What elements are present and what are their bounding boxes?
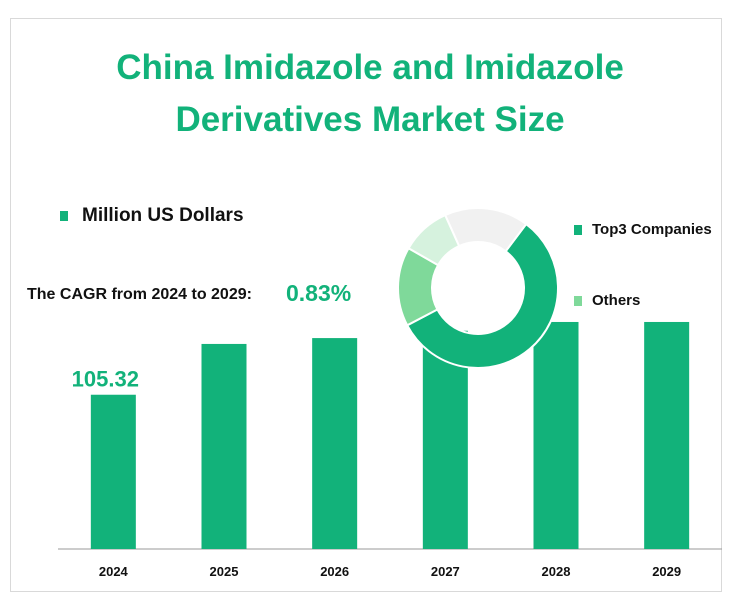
- title-line-2: Derivatives Market Size: [175, 100, 565, 139]
- donut-legend-top3-label: Top3 Companies: [592, 221, 712, 238]
- donut-legend-top3-swatch: [574, 224, 582, 235]
- x-tick-label-2024: 2024: [99, 564, 129, 579]
- bar-2029: [644, 321, 690, 549]
- bar-2026: [312, 338, 358, 549]
- x-tick-label-2025: 2025: [210, 564, 239, 579]
- title-line-1: China Imidazole and Imidazole: [116, 48, 624, 87]
- bar-2024: [90, 394, 136, 549]
- cagr-label: The CAGR from 2024 to 2029:: [27, 286, 252, 303]
- bar-legend: Million US Dollars: [60, 205, 244, 227]
- chart-title: China Imidazole and Imidazole Derivative…: [0, 42, 740, 146]
- donut-legend-others-label: Others: [592, 292, 641, 309]
- data-label-2024: 105.32: [72, 367, 139, 392]
- bar-2027: [422, 330, 468, 549]
- bar-legend-label: Million US Dollars: [82, 205, 244, 226]
- donut-slice-unlabeled-3: [443, 207, 528, 253]
- bar-legend-swatch: [60, 211, 68, 221]
- cagr-value: 0.83%: [286, 280, 352, 306]
- bar-2025: [201, 343, 247, 549]
- x-tick-label-2028: 2028: [542, 564, 571, 579]
- donut-slice-top3-companies: [405, 222, 559, 369]
- x-tick-label-2026: 2026: [320, 564, 349, 579]
- donut-legend-others: Others: [574, 292, 640, 309]
- donut-legend-top3: Top3 Companies: [574, 221, 712, 238]
- x-tick-label-2027: 2027: [431, 564, 460, 579]
- donut-legend-others-swatch: [574, 295, 582, 306]
- bar-2028: [533, 321, 579, 549]
- x-tick-label-2029: 2029: [652, 564, 681, 579]
